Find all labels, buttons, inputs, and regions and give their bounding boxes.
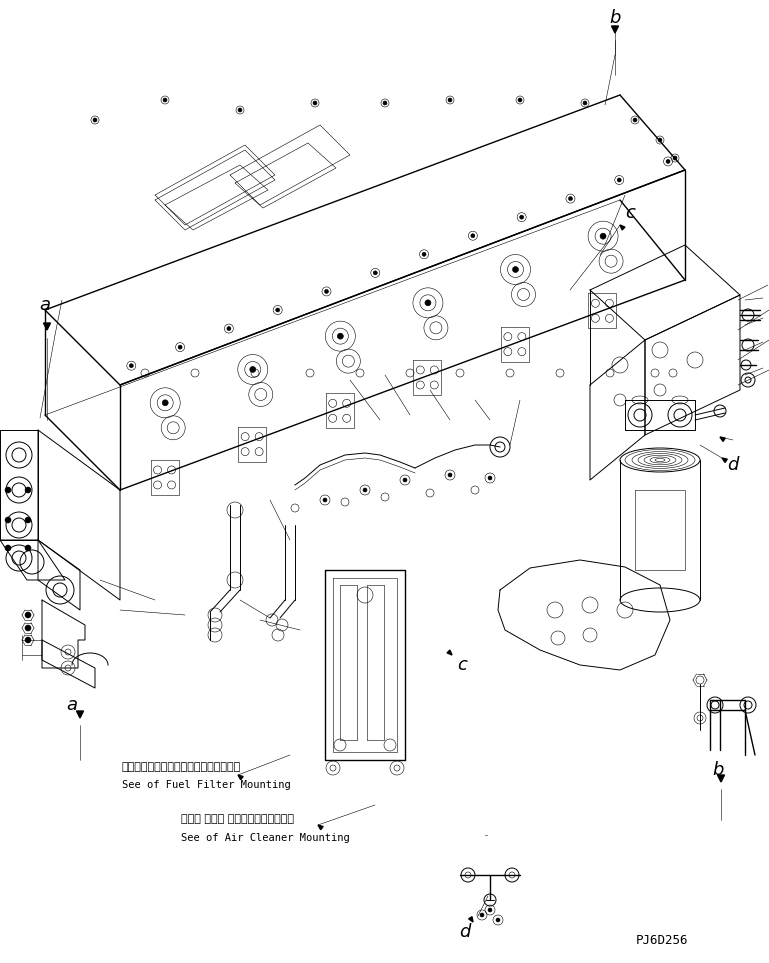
Polygon shape [447, 650, 452, 655]
Circle shape [5, 487, 11, 493]
Circle shape [363, 488, 367, 492]
Circle shape [325, 290, 328, 294]
Circle shape [227, 326, 231, 330]
Circle shape [488, 908, 492, 912]
Text: b: b [712, 761, 724, 779]
Circle shape [480, 913, 484, 917]
Text: d: d [727, 456, 739, 474]
Circle shape [129, 364, 133, 368]
Circle shape [162, 400, 168, 405]
Circle shape [373, 271, 378, 274]
Circle shape [25, 612, 31, 618]
Circle shape [313, 101, 317, 105]
Text: c: c [625, 204, 635, 222]
Circle shape [338, 333, 343, 339]
Polygon shape [44, 323, 51, 330]
Circle shape [403, 478, 407, 482]
Circle shape [275, 308, 280, 312]
Circle shape [25, 487, 31, 493]
Polygon shape [238, 775, 243, 780]
Text: フェエンファイルタマウンティング参照: フェエンファイルタマウンティング参照 [122, 762, 241, 771]
Text: c: c [457, 656, 467, 674]
Text: a: a [66, 696, 78, 714]
Circle shape [425, 299, 431, 306]
Text: エアー クリー ナマウンティング参照: エアー クリー ナマウンティング参照 [181, 815, 294, 824]
Circle shape [238, 108, 242, 112]
Polygon shape [620, 225, 625, 230]
Circle shape [518, 98, 522, 102]
Circle shape [600, 233, 606, 239]
Circle shape [93, 118, 97, 122]
Circle shape [488, 476, 492, 480]
Circle shape [250, 367, 256, 373]
Circle shape [633, 118, 637, 122]
Circle shape [583, 101, 587, 105]
Circle shape [422, 252, 426, 256]
Polygon shape [611, 26, 618, 33]
Text: See of Air Cleaner Mounting: See of Air Cleaner Mounting [181, 832, 349, 843]
Circle shape [323, 498, 327, 502]
Circle shape [471, 234, 475, 238]
Circle shape [178, 345, 182, 350]
Circle shape [520, 215, 524, 220]
Circle shape [673, 156, 677, 160]
Circle shape [658, 138, 662, 142]
Polygon shape [720, 437, 725, 441]
Polygon shape [722, 458, 727, 462]
Text: PJ6D256: PJ6D256 [636, 934, 688, 948]
Text: a: a [39, 296, 51, 314]
Circle shape [163, 98, 167, 102]
Circle shape [25, 637, 31, 643]
Circle shape [5, 517, 11, 523]
Circle shape [448, 98, 452, 102]
Polygon shape [468, 917, 473, 922]
Circle shape [568, 196, 572, 200]
Circle shape [512, 267, 518, 273]
Text: See of Fuel Filter Mounting: See of Fuel Filter Mounting [122, 779, 290, 790]
Text: b: b [609, 9, 621, 27]
Polygon shape [76, 711, 84, 718]
Circle shape [25, 625, 31, 631]
Text: d: d [459, 923, 471, 941]
Polygon shape [717, 775, 724, 782]
Circle shape [618, 178, 621, 182]
Polygon shape [318, 825, 323, 830]
Circle shape [448, 473, 452, 477]
Circle shape [383, 101, 387, 105]
Circle shape [496, 918, 500, 922]
Circle shape [25, 517, 31, 523]
Circle shape [666, 160, 670, 164]
Circle shape [25, 545, 31, 551]
Circle shape [5, 545, 11, 551]
